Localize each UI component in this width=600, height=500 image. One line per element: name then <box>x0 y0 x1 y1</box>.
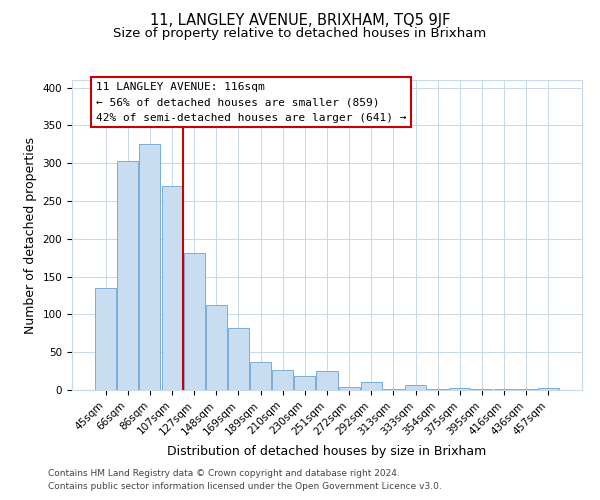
Bar <box>228 328 249 390</box>
Bar <box>538 388 559 390</box>
Bar <box>95 288 116 390</box>
Bar <box>405 386 426 390</box>
Bar <box>515 389 536 390</box>
Bar <box>272 370 293 390</box>
Bar <box>449 388 470 390</box>
Text: 11 LANGLEY AVENUE: 116sqm
← 56% of detached houses are smaller (859)
42% of semi: 11 LANGLEY AVENUE: 116sqm ← 56% of detac… <box>96 82 406 122</box>
Bar <box>161 186 182 390</box>
X-axis label: Distribution of detached houses by size in Brixham: Distribution of detached houses by size … <box>167 445 487 458</box>
Text: Contains public sector information licensed under the Open Government Licence v3: Contains public sector information licen… <box>48 482 442 491</box>
Bar <box>139 144 160 390</box>
Bar <box>427 389 448 390</box>
Text: 11, LANGLEY AVENUE, BRIXHAM, TQ5 9JF: 11, LANGLEY AVENUE, BRIXHAM, TQ5 9JF <box>150 12 450 28</box>
Bar <box>316 371 338 390</box>
Bar <box>494 389 515 390</box>
Bar <box>206 304 227 390</box>
Bar <box>383 389 404 390</box>
Bar <box>472 389 493 390</box>
Text: Contains HM Land Registry data © Crown copyright and database right 2024.: Contains HM Land Registry data © Crown c… <box>48 468 400 477</box>
Bar <box>250 362 271 390</box>
Bar <box>118 161 139 390</box>
Y-axis label: Number of detached properties: Number of detached properties <box>24 136 37 334</box>
Bar <box>361 382 382 390</box>
Bar <box>295 376 316 390</box>
Text: Size of property relative to detached houses in Brixham: Size of property relative to detached ho… <box>113 28 487 40</box>
Bar <box>184 253 205 390</box>
Bar <box>338 387 359 390</box>
